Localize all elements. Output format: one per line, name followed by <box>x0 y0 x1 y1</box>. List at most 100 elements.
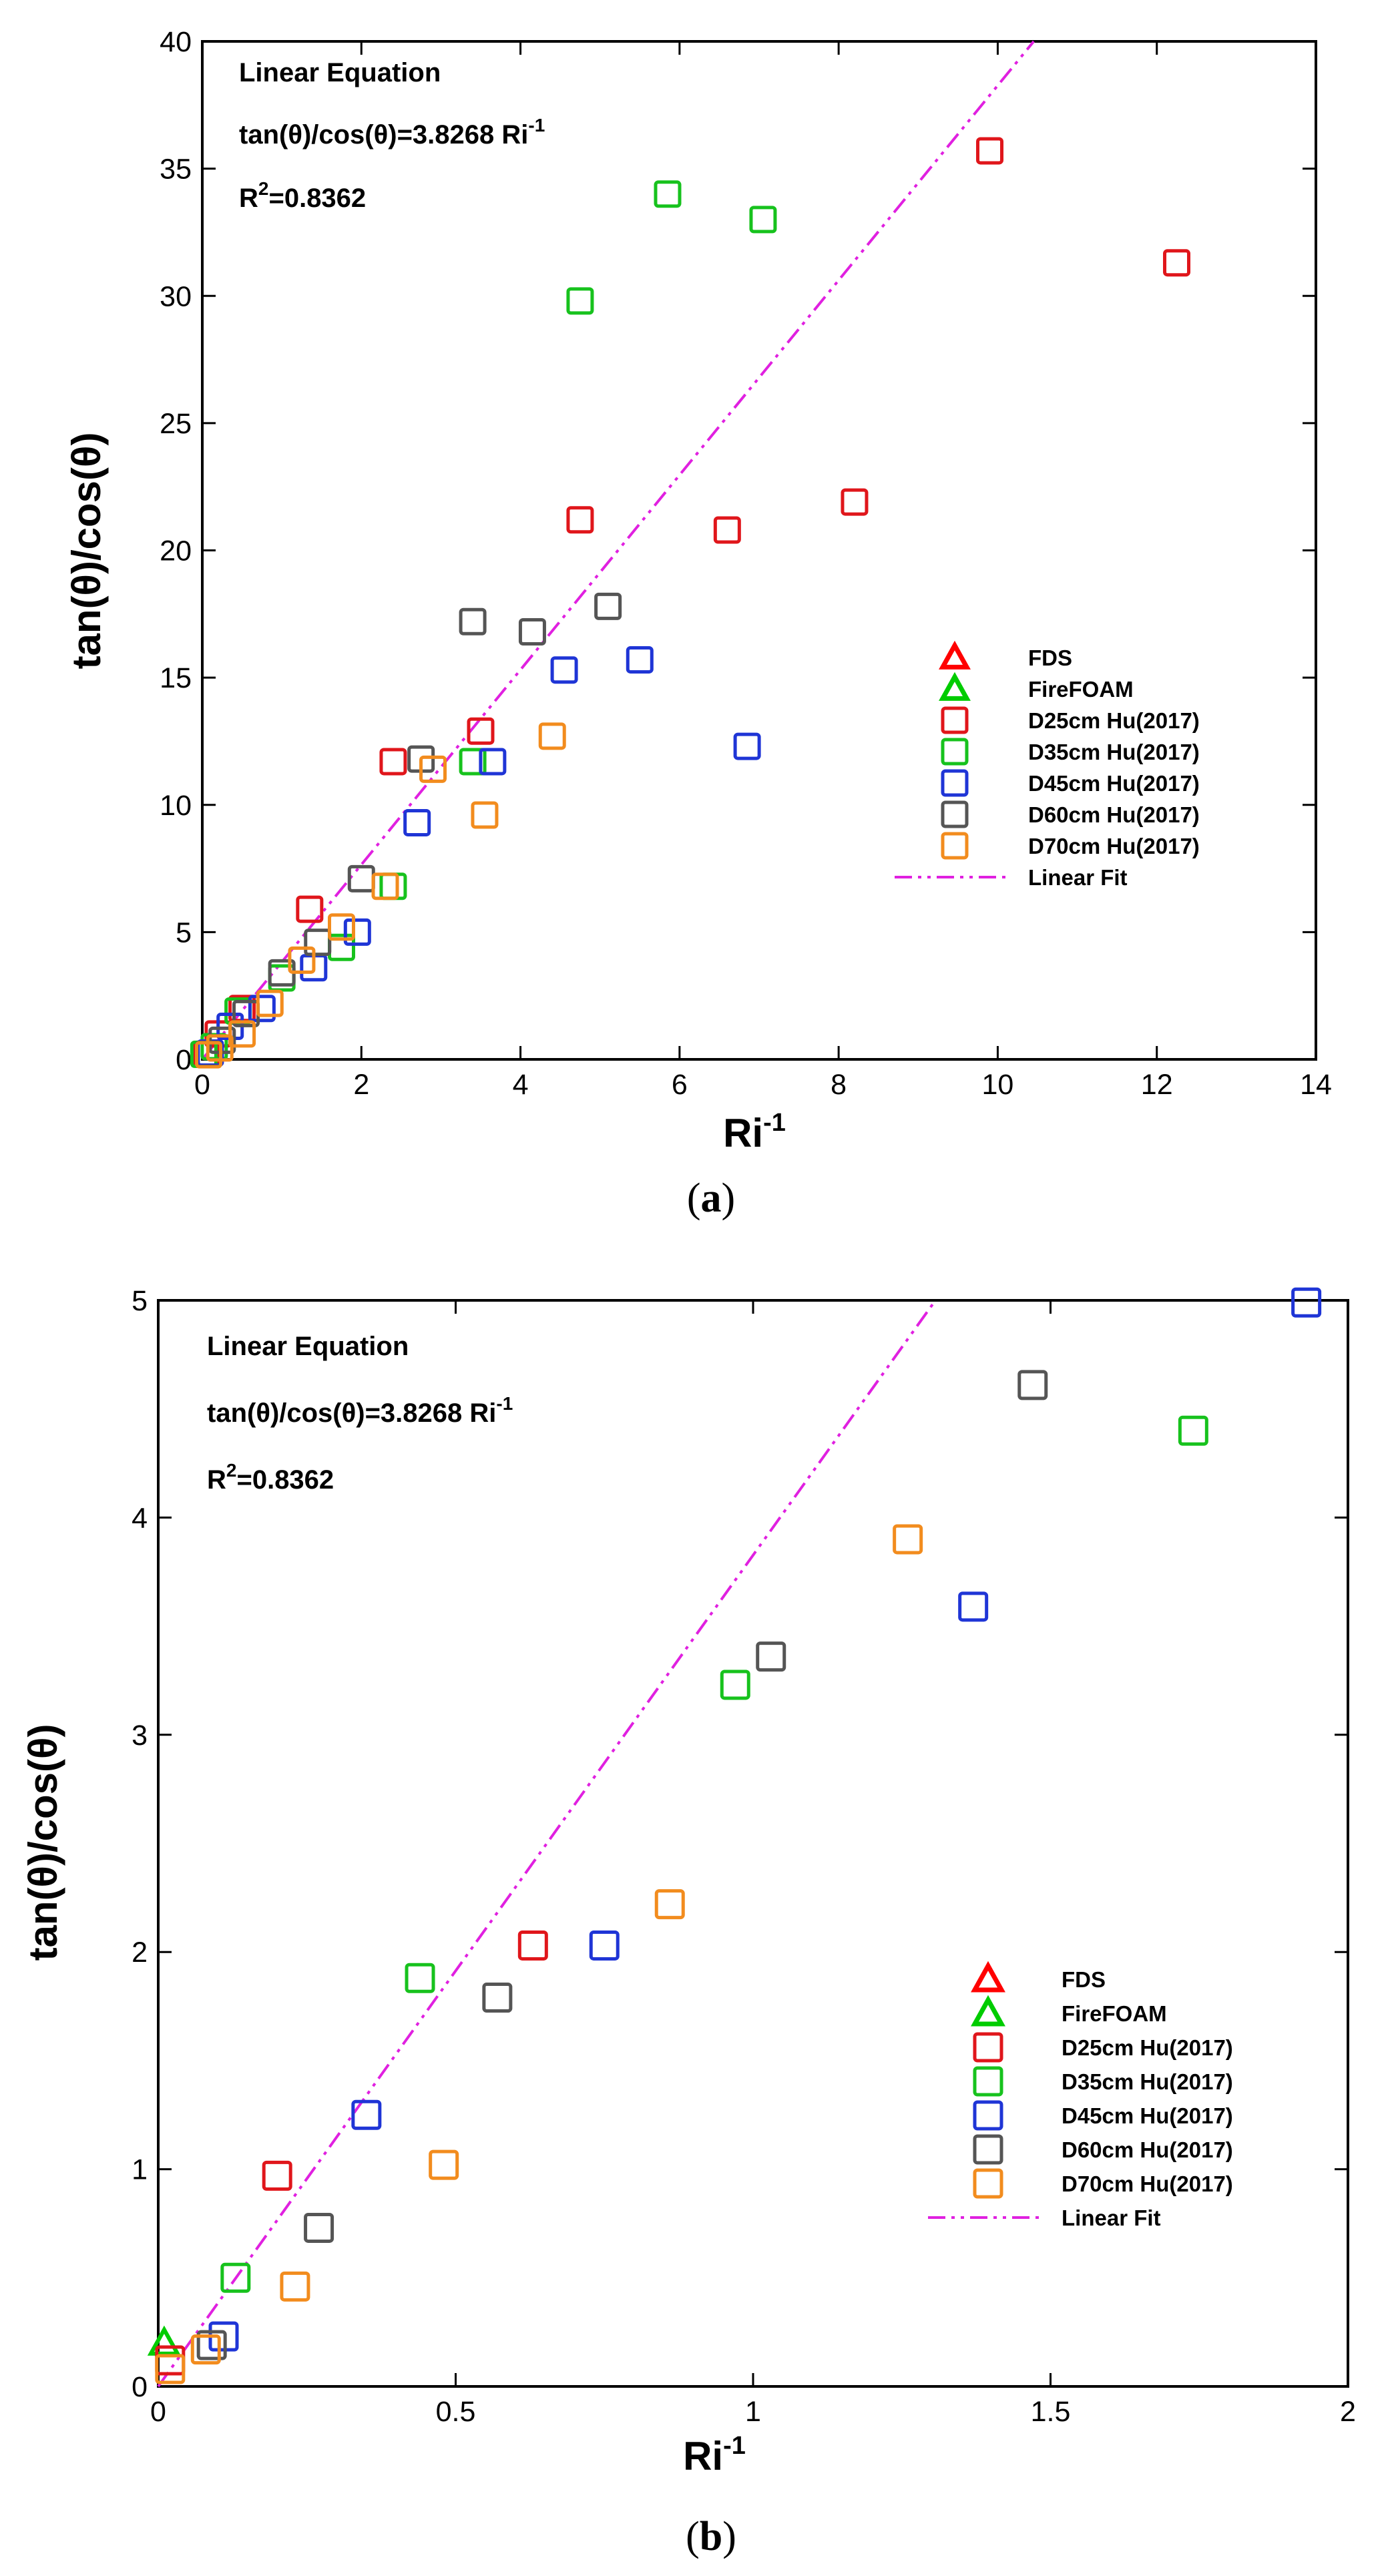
legend-label: D60cm Hu(2017) <box>1028 802 1200 827</box>
linear-fit-line <box>201 40 1035 1061</box>
annotation-r2-a: R2=0.8362 <box>239 178 366 213</box>
data-point <box>288 946 316 974</box>
legend-label: D35cm Hu(2017) <box>1028 740 1200 764</box>
y-axis-title-b: tan(θ)/cos(θ) <box>21 1724 65 1961</box>
x-tick-label: 0 <box>194 1069 210 1101</box>
x-tick-label: 2 <box>1340 2396 1356 2428</box>
data-point <box>296 895 324 923</box>
data-point <box>749 206 777 234</box>
x-tick-label: 1.5 <box>1031 2396 1071 2428</box>
data-point <box>517 1930 548 1961</box>
data-point <box>419 755 447 783</box>
data-point <box>351 2099 382 2130</box>
y-tick-label: 1 <box>132 2154 148 2186</box>
legend-label: D35cm Hu(2017) <box>1062 2069 1233 2094</box>
data-point <box>343 918 371 946</box>
x-axis-title-a: Ri-1 <box>723 1109 786 1155</box>
legend-label: D45cm Hu(2017) <box>1028 771 1200 796</box>
legend-label: Linear Fit <box>1028 865 1128 890</box>
data-point <box>566 287 594 315</box>
y-tick-label: 15 <box>160 662 192 694</box>
data-point <box>248 995 276 1023</box>
annotation-equation-b: tan(θ)/cos(θ)=3.8268 Ri-1 <box>207 1393 513 1428</box>
caption-b: (b) <box>686 2514 736 2559</box>
legend-b: FDS FireFOAM D25cm Hu(2017) D35cm Hu(2017) D… <box>928 1961 1233 2230</box>
data-point <box>379 748 407 776</box>
legend-marker <box>941 800 969 828</box>
data-point <box>1178 1415 1208 1446</box>
x-tick-label: 0 <box>150 2396 166 2428</box>
data-point <box>1163 249 1190 277</box>
x-tick-label: 8 <box>831 1069 847 1101</box>
y-tick-label: 2 <box>132 1937 148 1969</box>
legend-label: Linear Fit <box>1062 2206 1161 2230</box>
data-point <box>429 2149 459 2180</box>
data-point <box>654 180 682 208</box>
data-point <box>518 618 546 646</box>
data-point <box>976 137 1004 165</box>
x-tick-label: 12 <box>1141 1069 1173 1101</box>
legend-label: FireFOAM <box>1062 2001 1167 2026</box>
legend-marker <box>971 1995 1005 2027</box>
legend-marker <box>971 1961 1005 1993</box>
y-axis-title-a: tan(θ)/cos(θ) <box>64 433 109 670</box>
y-tick-label: 0 <box>176 1044 192 1076</box>
x-tick-label: 1 <box>745 2396 761 2428</box>
data-point <box>756 1641 786 1672</box>
data-point <box>482 1983 513 2013</box>
legend-marker <box>973 2134 1003 2165</box>
legend-marker <box>941 738 969 766</box>
data-point <box>733 732 761 760</box>
legend-marker <box>941 769 969 797</box>
legend-marker <box>941 706 969 734</box>
data-point <box>228 1020 256 1048</box>
y-tick-label: 5 <box>132 1285 148 1317</box>
data-point <box>626 646 654 674</box>
legend-marker <box>973 2066 1003 2097</box>
legend-label: FDS <box>1062 1967 1106 1992</box>
data-point <box>720 1669 750 1700</box>
y-tick-label: 4 <box>132 1502 148 1534</box>
data-point <box>713 516 741 544</box>
data-point <box>262 2160 292 2191</box>
annotation-r2-b: R2=0.8362 <box>207 1460 334 1495</box>
x-tick-label: 0.5 <box>436 2396 476 2428</box>
data-point <box>220 2262 251 2293</box>
data-point <box>190 2334 221 2365</box>
x-tick-label: 6 <box>672 1069 688 1101</box>
data-point <box>403 808 431 836</box>
x-tick-label: 4 <box>513 1069 529 1101</box>
legend-marker <box>939 672 971 701</box>
legend-label: D25cm Hu(2017) <box>1028 708 1200 733</box>
y-tick-label: 30 <box>160 280 192 312</box>
data-point <box>405 1963 435 1993</box>
data-point <box>958 1591 989 1622</box>
data-point <box>550 656 578 684</box>
legend-marker <box>973 2032 1003 2063</box>
annotation-equation-a: tan(θ)/cos(θ)=3.8268 Ri-1 <box>239 115 545 150</box>
data-point <box>471 801 499 829</box>
data-point <box>1017 1370 1048 1400</box>
legend-label: D45cm Hu(2017) <box>1062 2103 1233 2128</box>
y-tick-label: 3 <box>132 1720 148 1752</box>
data-point <box>841 488 869 516</box>
y-tick-label: 5 <box>176 917 192 949</box>
legend-label: D25cm Hu(2017) <box>1062 2035 1233 2060</box>
data-point <box>538 722 566 750</box>
data-point <box>304 929 332 957</box>
legend-label: FDS <box>1028 646 1072 670</box>
data-point <box>147 2325 182 2356</box>
legend-marker <box>941 832 969 860</box>
legend-label: FireFOAM <box>1028 677 1134 702</box>
data-point <box>594 592 622 620</box>
legend-marker <box>939 640 971 670</box>
y-tick-label: 10 <box>160 790 192 822</box>
legend-a: FDS FireFOAM D25cm Hu(2017) D35cm Hu(2017) D… <box>895 640 1200 890</box>
annotation-title-b: Linear Equation <box>207 1332 409 1361</box>
legend-label: D70cm Hu(2017) <box>1062 2171 1233 2196</box>
data-point <box>479 748 507 776</box>
chart-panel-b: 0 0.5 1 1.5 2 0 1 2 3 4 5 Linear Equation tan(θ)/c… <box>21 1285 1356 2479</box>
y-tick-label: 20 <box>160 535 192 567</box>
y-tick-label: 25 <box>160 408 192 440</box>
